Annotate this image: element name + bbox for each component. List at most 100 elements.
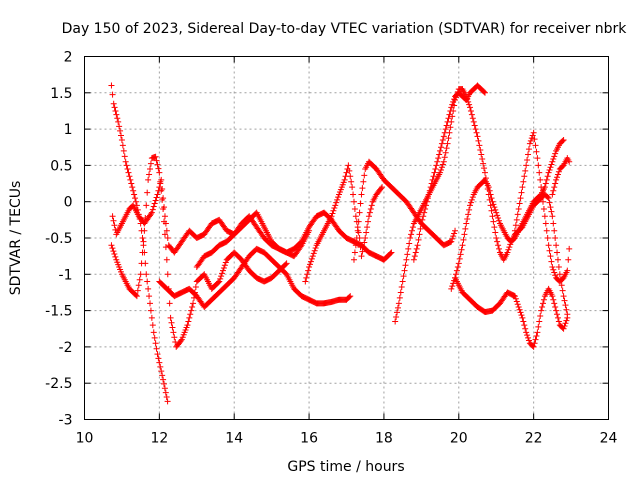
data-point [349,184,356,191]
data-point [537,176,544,183]
data-point [406,240,413,247]
data-point [394,309,401,316]
data-point [555,318,562,325]
data-point [551,227,558,234]
data-point [565,256,572,263]
data-point [473,129,480,136]
data-point [494,238,501,245]
data-point [445,115,452,122]
data-point [353,235,360,241]
data-point [466,101,473,108]
data-point [309,253,316,260]
data-point [452,227,459,234]
data-point [555,168,562,175]
data-point [108,242,115,249]
data-point [118,136,125,143]
data-point [525,146,532,153]
data-point [525,151,532,158]
data-point [564,314,571,321]
data-point [419,216,426,223]
data-point [402,262,409,269]
data-point [219,267,226,274]
data-point [544,194,551,201]
data-point [393,313,400,320]
data-point [487,202,494,209]
data-point [215,279,222,286]
data-point [192,284,199,291]
data-point [354,227,361,234]
data-point [161,231,168,238]
data-point [464,215,471,222]
data-point [513,298,520,305]
data-point [524,332,531,339]
data-point [307,261,314,268]
data-point [147,307,154,314]
data-point [526,140,533,147]
data-point [130,187,137,194]
data-point [305,267,312,274]
data-point [446,111,453,118]
data-point [397,289,404,296]
data-point [361,239,368,246]
data-point [121,153,128,160]
data-point [559,137,566,144]
data-point [161,204,168,211]
data-point [131,191,138,198]
data-point [111,104,118,111]
data-point [366,209,373,216]
data-point [514,301,521,308]
data-point [425,191,432,198]
data-point [111,250,118,257]
data-point [489,198,496,205]
data-point [552,235,559,241]
data-point [450,233,457,240]
data-point [434,158,441,165]
data-point [438,164,445,171]
y-tick-label: 0 [64,195,73,211]
data-point [521,322,528,329]
data-point [458,246,465,253]
data-point [413,245,420,252]
data-point [553,176,560,183]
data-point [412,249,419,256]
data-point [463,220,470,227]
data-point [511,293,518,300]
data-point [222,259,229,266]
data-point [409,224,416,231]
data-point [554,174,561,181]
y-tick-label: 1.5 [50,86,72,102]
data-point [521,173,528,180]
data-point [530,129,537,136]
data-point [168,319,175,326]
data-point [490,201,497,208]
data-point [398,284,405,291]
data-point [545,169,552,176]
data-point [149,206,156,213]
data-point [438,144,445,151]
data-point [403,256,410,263]
data-point [417,225,424,232]
data-point [554,171,561,178]
data-point [488,207,495,214]
data-point [132,292,139,299]
data-point [401,267,408,274]
data-point [533,333,540,340]
data-point [545,242,552,249]
data-point [161,385,168,392]
data-point [549,191,556,198]
data-point [512,222,519,229]
data-point [150,203,157,210]
data-point [163,227,170,234]
data-point [529,132,536,139]
data-point [514,211,521,218]
data-point [132,195,139,202]
data-point [520,178,527,185]
data-point [452,271,459,278]
data-point [449,101,456,108]
data-point [549,264,556,271]
data-point [332,202,339,209]
data-point [453,267,460,274]
data-point [551,184,558,191]
data-point [185,318,192,325]
